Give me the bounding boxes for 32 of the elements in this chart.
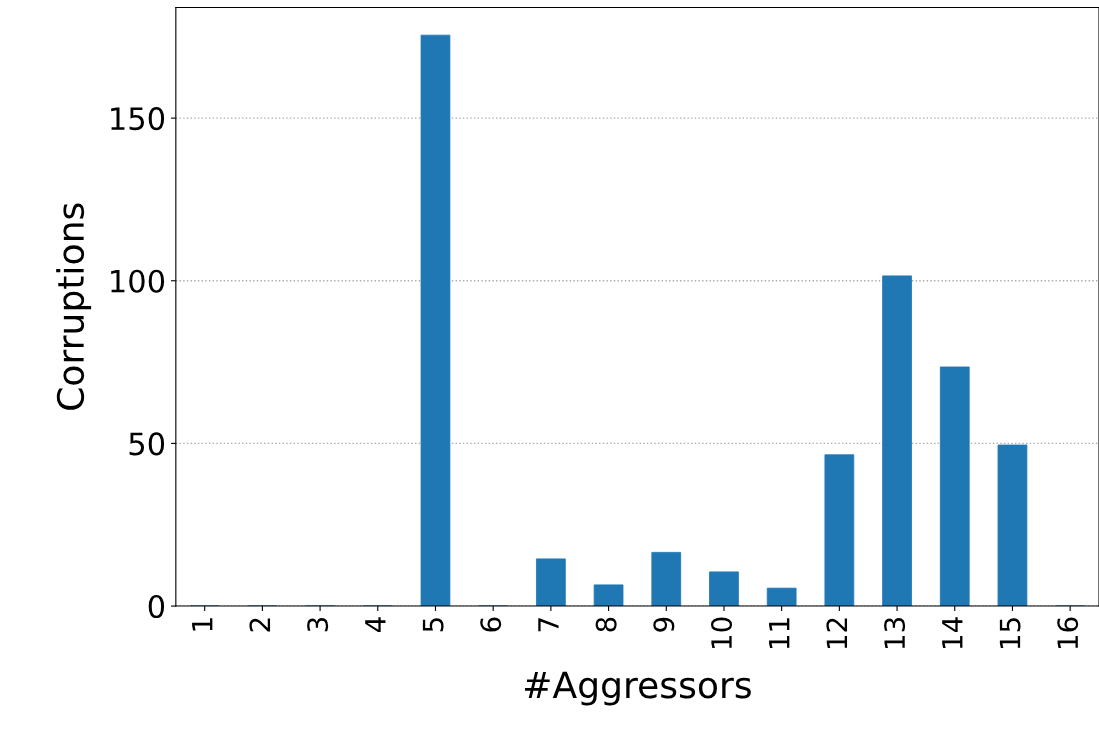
bar bbox=[766, 587, 797, 607]
x-tick-label: 16 bbox=[1057, 617, 1079, 649]
x-tick-label: 14 bbox=[942, 617, 963, 649]
bar bbox=[709, 571, 739, 607]
x-tick-label: 3 bbox=[307, 618, 329, 632]
bar bbox=[651, 551, 682, 607]
x-axis-title: #Aggressors bbox=[524, 671, 751, 706]
x-tick-label: 1 bbox=[192, 618, 213, 631]
x-tick-label: 13 bbox=[884, 618, 906, 649]
x-tick-label: 5 bbox=[422, 618, 444, 632]
bar bbox=[536, 558, 566, 607]
x-tick-label: 9 bbox=[653, 617, 675, 632]
bar bbox=[824, 454, 855, 607]
bar bbox=[939, 366, 970, 607]
bar bbox=[882, 275, 912, 607]
x-tick-label: 15 bbox=[999, 618, 1021, 649]
x-tick-label: 11 bbox=[769, 618, 790, 649]
x-tick-label: 10 bbox=[711, 617, 733, 649]
x-tick-label: 12 bbox=[826, 618, 848, 649]
y-tick-label: 50 bbox=[129, 432, 165, 456]
y-tick-label: 100 bbox=[111, 269, 165, 293]
x-tick-label: 2 bbox=[249, 618, 271, 632]
y-tick-label: 150 bbox=[111, 107, 165, 131]
x-tick-label: 6 bbox=[480, 617, 502, 632]
x-tick-label: 8 bbox=[595, 617, 617, 632]
bar bbox=[420, 34, 451, 607]
x-tick-label: 4 bbox=[365, 617, 386, 633]
bar bbox=[593, 584, 624, 607]
x-tick-label: 7 bbox=[538, 618, 559, 632]
bar bbox=[997, 444, 1028, 607]
y-tick-label: 0 bbox=[148, 594, 165, 619]
y-axis-title: Corruptions bbox=[56, 203, 92, 410]
